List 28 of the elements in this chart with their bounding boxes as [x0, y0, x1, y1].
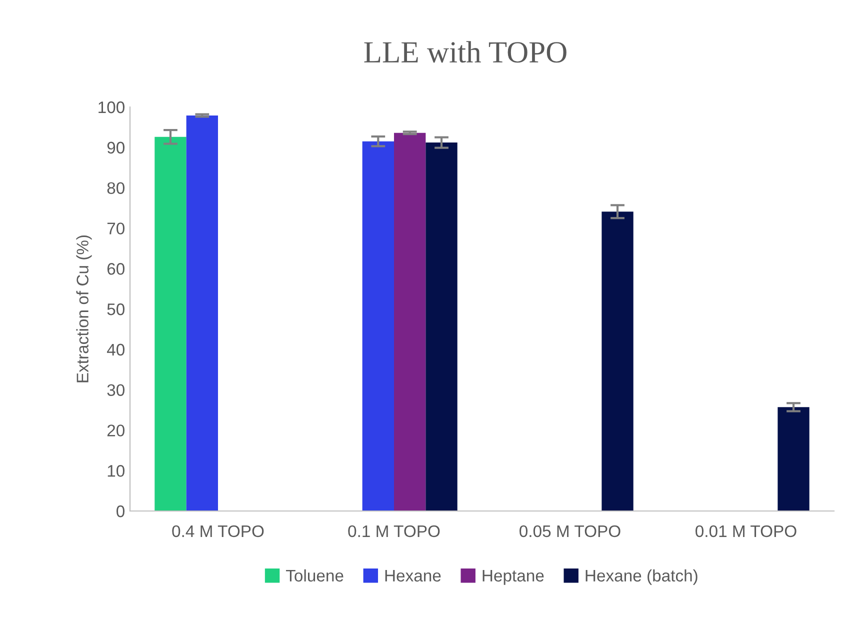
- y-tick-label: 50: [107, 303, 124, 316]
- y-tick-label: 70: [107, 222, 124, 234]
- y-tick-label: 20: [107, 424, 124, 436]
- y-tick-label: 40: [106, 344, 124, 356]
- bar: [186, 115, 218, 511]
- y-tick-label: 30: [107, 384, 124, 396]
- x-tick-label: 0.4 M TOPO: [172, 525, 264, 538]
- y-axis-title: Extraction of Cu (%): [76, 235, 92, 382]
- legend-label: Heptane: [482, 570, 544, 585]
- bar: [778, 407, 810, 511]
- legend-label: Hexane: [385, 570, 441, 582]
- y-tick-label: 100: [98, 101, 124, 114]
- legend-label: Hexane (batch): [586, 569, 698, 585]
- x-tick-label: 0.01 M TOPO: [696, 525, 796, 538]
- bar: [394, 132, 426, 511]
- y-tick-label: 60: [107, 263, 124, 275]
- y-tick-label: 10: [108, 465, 124, 477]
- bar: [362, 141, 394, 511]
- x-tick-label: 0.1 M TOPO: [348, 525, 440, 538]
- legend-label: Toluene: [286, 569, 344, 582]
- x-tick-label: 0.05 M TOPO: [520, 525, 620, 538]
- bar: [602, 212, 634, 511]
- bar: [426, 142, 458, 511]
- chart-title: LLE with TOPO: [364, 41, 566, 63]
- bar: [154, 136, 186, 511]
- y-tick-label: 80: [107, 182, 124, 194]
- y-tick-label: 0: [116, 505, 124, 518]
- y-tick-label: 90: [107, 142, 124, 154]
